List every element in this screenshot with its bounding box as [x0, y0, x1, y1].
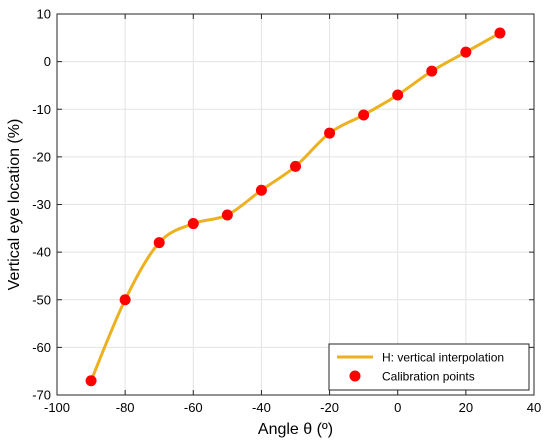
y-tick-label: -40	[32, 245, 51, 260]
calibration-point	[290, 160, 301, 172]
legend-marker-swatch	[349, 370, 361, 382]
y-tick-label: -30	[32, 197, 51, 212]
legend-label: H: vertical interpolation	[382, 351, 504, 365]
legend: H: vertical interpolation Calibration poi…	[328, 343, 530, 391]
x-tick-label: 20	[459, 400, 473, 415]
plot-area	[85, 27, 506, 387]
calibration-point	[392, 89, 404, 101]
grid	[56, 13, 535, 396]
calibration-point	[187, 218, 199, 230]
calibration-point	[460, 46, 472, 58]
calibration-point	[85, 375, 97, 387]
y-tick-label: 0	[44, 54, 51, 69]
calibration-point	[358, 109, 370, 121]
x-tick-label: -100	[44, 400, 70, 415]
legend-label: Calibration points	[382, 370, 475, 384]
x-tick-label: -20	[320, 400, 339, 415]
calibration-point	[153, 237, 165, 249]
y-tick-label: -20	[32, 149, 51, 164]
calibration-point	[494, 27, 506, 39]
y-tick-label: -70	[32, 388, 51, 403]
calibration-point	[119, 294, 131, 306]
y-tick-label: 10	[37, 7, 51, 22]
y-axis-label: Vertical eye location (%)	[6, 119, 23, 291]
x-tick-label: 40	[527, 400, 541, 415]
calibration-point	[255, 184, 267, 196]
calibration-point	[324, 127, 336, 139]
legend-box	[328, 343, 530, 391]
x-axis-label: Angle θ (º)	[258, 421, 333, 438]
x-tick-label: 0	[394, 400, 401, 415]
x-tick-label: -60	[184, 400, 203, 415]
calibration-point	[426, 65, 438, 77]
x-tick-label: -80	[116, 400, 135, 415]
x-tick-label: -40	[252, 400, 271, 415]
y-tick-label: -50	[32, 292, 51, 307]
calibration-point	[221, 209, 233, 221]
axes: -100 -80 -60 -40 -20 0 20 40-70-60-50-40-30-20-…	[32, 7, 541, 416]
y-tick-label: -10	[32, 102, 51, 117]
y-tick-label: -60	[32, 340, 51, 355]
